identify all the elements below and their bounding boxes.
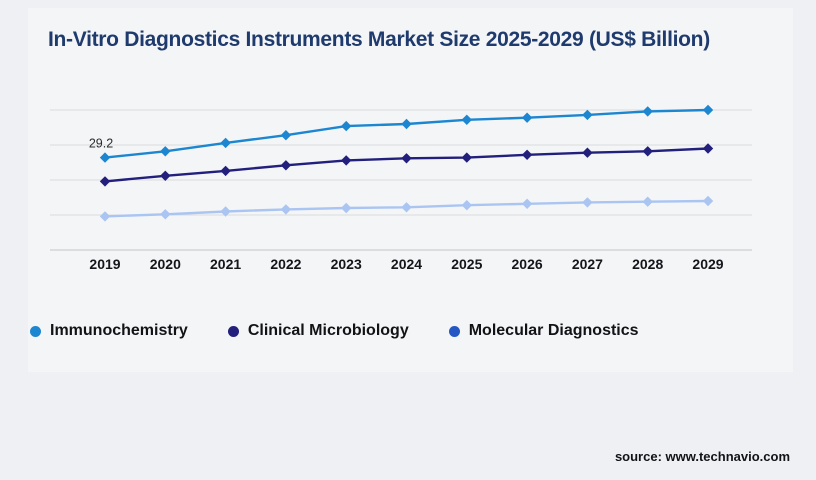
x-tick-label: 2025: [451, 256, 483, 272]
diamond-marker-immunochemistry: [280, 130, 292, 141]
diamond-marker-immunochemistry: [702, 104, 714, 116]
x-tick-label: 2029: [692, 256, 724, 272]
x-tick-label: 2021: [210, 256, 242, 272]
x-tick-label: 2027: [571, 256, 603, 272]
diamond-marker-clinical-microbiology: [401, 153, 412, 164]
diamond-marker-molecular-diagnostics: [341, 202, 352, 214]
legend: Immunochemistry Clinical Microbiology Mole…: [30, 322, 639, 340]
source-credit[interactable]: source: www.technavio.com: [614, 449, 790, 464]
legend-item-clinical-microbiology: Clinical Microbiology: [227, 322, 409, 340]
diamond-marker-immunochemistry: [521, 112, 533, 123]
series-line-immunochemistry: [104, 108, 709, 159]
diamond-marker-immunochemistry: [341, 120, 352, 132]
data-label: 29.2: [89, 137, 113, 151]
legend-item-immunochemistry: Immunochemistry: [30, 322, 188, 340]
diamond-marker-clinical-microbiology: [341, 155, 352, 166]
x-tick-label: 2026: [511, 256, 543, 272]
chart-title: In-Vitro Diagnostics Instruments Market …: [48, 28, 710, 51]
diamond-marker-immunochemistry: [99, 152, 111, 163]
legend-dot-icon: [227, 325, 239, 337]
diamond-marker-molecular-diagnostics: [642, 196, 653, 207]
x-tick-label: 2024: [390, 256, 423, 272]
diamond-marker-clinical-microbiology: [582, 147, 593, 158]
diamond-marker-molecular-diagnostics: [99, 211, 111, 222]
diamond-marker-molecular-diagnostics: [160, 209, 171, 220]
x-tick-label: 2023: [330, 256, 362, 272]
plot-area: 29.2: [50, 104, 752, 251]
diamond-marker-clinical-microbiology: [702, 143, 714, 154]
diamond-marker-molecular-diagnostics: [582, 197, 593, 208]
diamond-marker-immunochemistry: [642, 106, 653, 117]
diamond-marker-immunochemistry: [220, 137, 231, 149]
diamond-marker-molecular-diagnostics: [461, 200, 472, 211]
legend-dot-icon: [448, 325, 460, 337]
diamond-marker-clinical-microbiology: [521, 149, 533, 160]
diamond-marker-clinical-microbiology: [642, 146, 653, 157]
diamond-marker-immunochemistry: [582, 109, 593, 121]
diamond-marker-immunochemistry: [461, 114, 472, 125]
diamond-marker-molecular-diagnostics: [702, 195, 714, 207]
diamond-marker-clinical-microbiology: [220, 165, 231, 177]
x-tick-label: 2028: [632, 256, 664, 272]
diamond-marker-clinical-microbiology: [280, 160, 292, 171]
diamond-marker-molecular-diagnostics: [521, 198, 533, 209]
x-tick-label: 2022: [270, 256, 302, 272]
legend-dot-icon: [30, 325, 41, 337]
diamond-marker-molecular-diagnostics: [280, 204, 292, 215]
legend-item-molecular-diagnostics: Molecular Diagnostics: [448, 322, 639, 340]
diamond-marker-immunochemistry: [160, 146, 171, 157]
chart-card: [28, 8, 793, 372]
diamond-marker-clinical-microbiology: [99, 176, 111, 187]
legend-label: Clinical Microbiology: [247, 322, 409, 339]
diamond-marker-clinical-microbiology: [461, 152, 472, 163]
legend-label: Immunochemistry: [50, 322, 188, 339]
diamond-marker-clinical-microbiology: [160, 170, 171, 181]
x-axis-labels: 2019 2020 2021 2022 2023 2024 2025 2026 2027 2028…: [0, 256, 816, 276]
x-tick-label: 2020: [149, 256, 181, 272]
diamond-marker-immunochemistry: [401, 118, 412, 130]
x-tick-label: 2019: [89, 256, 121, 272]
diamond-marker-molecular-diagnostics: [401, 202, 412, 213]
legend-label: Molecular Diagnostics: [468, 322, 639, 339]
